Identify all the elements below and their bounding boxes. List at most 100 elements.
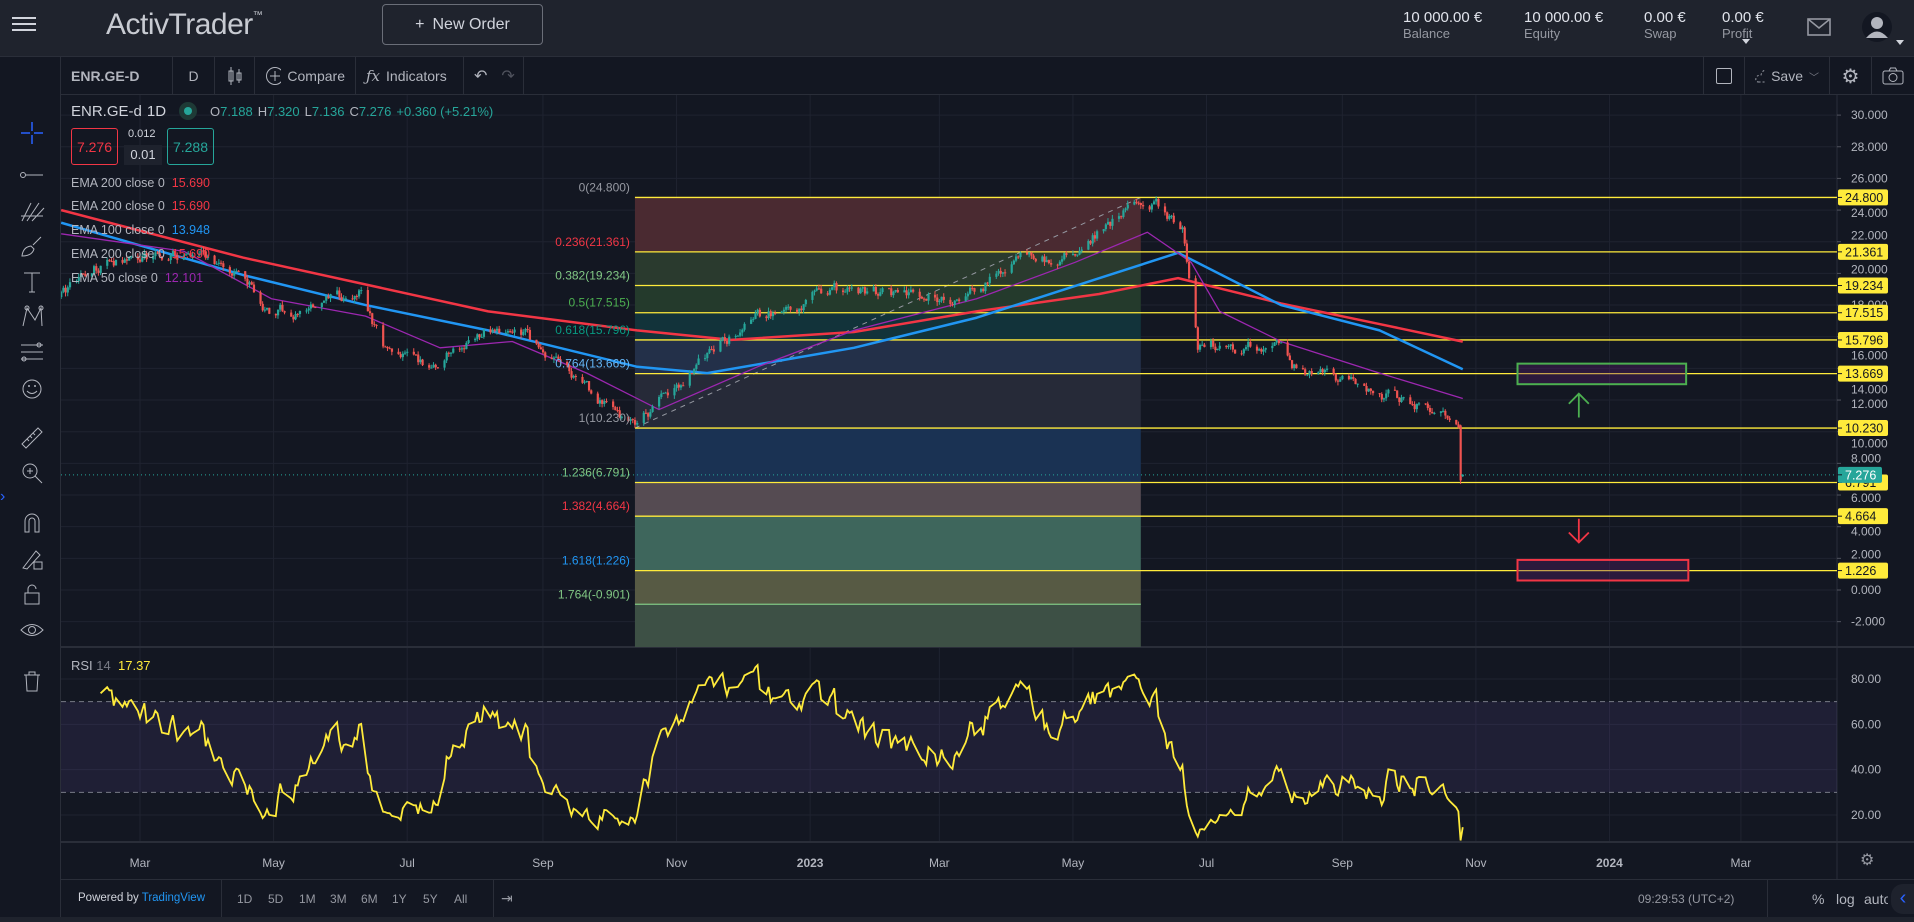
ruler-tool[interactable]	[19, 425, 45, 451]
fib-level-label: 1(10.230)	[579, 411, 630, 425]
candle-body	[890, 288, 893, 296]
avatar-dropdown-icon[interactable]	[1896, 40, 1904, 45]
price-axis-label: 20.000	[1851, 262, 1888, 276]
brush-tool[interactable]	[19, 233, 45, 259]
pitchfork-tool[interactable]	[19, 198, 45, 224]
candle-body	[1056, 264, 1059, 266]
candle-body	[1457, 424, 1460, 428]
range-button-all[interactable]: All	[454, 892, 468, 906]
range-button-1m[interactable]: 1M	[299, 892, 316, 906]
clock-time[interactable]: 09:29:53 (UTC+2)	[1638, 892, 1735, 906]
text-tool[interactable]	[19, 269, 45, 295]
range-button-1y[interactable]: 1Y	[392, 892, 407, 906]
candle-body	[841, 290, 845, 293]
profit-dropdown-icon[interactable]	[1742, 39, 1750, 44]
percent-toggle[interactable]: %	[1812, 891, 1825, 907]
candle-body	[844, 291, 847, 293]
fib-zone	[634, 604, 1141, 647]
candle-body	[752, 318, 755, 320]
candle-body	[1317, 372, 1320, 374]
range-button-1d[interactable]: 1D	[237, 892, 253, 906]
candle-body	[447, 352, 450, 354]
auto-toggle[interactable]: auto	[1864, 891, 1888, 907]
trash-tool[interactable]	[19, 668, 45, 694]
ema-legend-row[interactable]: EMA 200 close 0 15.690	[71, 176, 210, 190]
fib-zone	[634, 516, 1141, 571]
symbol-search-button[interactable]: ENR.GE-D	[61, 57, 173, 95]
indicators-button[interactable]: ƒx Indicators	[356, 57, 464, 95]
candle-body	[813, 290, 816, 293]
candle-body	[460, 348, 464, 350]
rsi-axis-label: 40.00	[1851, 763, 1881, 777]
time-axis-settings-icon[interactable]: ⚙	[1860, 852, 1875, 869]
lock-drawing-tool[interactable]	[19, 546, 45, 572]
ema-legend-row[interactable]: EMA 200 close 0 15.690	[71, 199, 210, 213]
candle-body	[1015, 256, 1018, 261]
ema-legend-row[interactable]: EMA 200 close 0 15.690	[71, 247, 210, 261]
range-button-3m[interactable]: 3M	[330, 892, 347, 906]
date-range-icon[interactable]: ⇥	[501, 890, 513, 906]
lock-tool[interactable]	[19, 581, 45, 607]
candle-body	[574, 375, 578, 377]
candle-body	[1336, 380, 1340, 382]
candle-body	[1356, 383, 1359, 385]
save-button[interactable]: Save ﹀	[1745, 57, 1830, 95]
screenshot-button[interactable]	[1872, 57, 1914, 95]
redo-icon[interactable]: ↷	[501, 68, 515, 85]
candle-body	[920, 296, 924, 299]
avatar[interactable]	[1862, 12, 1892, 42]
undo-icon[interactable]: ↶	[474, 68, 488, 85]
candle-body	[1058, 261, 1061, 266]
range-button-5d[interactable]: 5D	[268, 892, 284, 906]
brush-icon	[21, 236, 42, 257]
interval-button[interactable]: D	[173, 57, 215, 95]
buy-price-button[interactable]: 7.288	[167, 128, 214, 165]
menu-icon[interactable]	[12, 14, 36, 34]
candle-body	[1142, 205, 1145, 207]
candle-body	[1258, 349, 1261, 351]
eye-tool[interactable]	[19, 617, 45, 643]
chart-type-button[interactable]	[215, 57, 255, 95]
candle-body	[112, 260, 115, 266]
collapse-panel-button[interactable]: ‹	[1891, 884, 1914, 914]
candle-body	[358, 290, 361, 297]
compare-button[interactable]: Compare	[255, 57, 356, 95]
crosshair-tool[interactable]	[19, 120, 45, 146]
candle-body	[309, 304, 313, 309]
magnet-tool[interactable]	[19, 510, 45, 536]
fullscreen-button[interactable]	[1703, 57, 1745, 95]
candle-body	[631, 419, 634, 421]
candle-body	[666, 392, 669, 396]
ema-legend-row[interactable]: EMA 100 close 0 13.948	[71, 223, 210, 237]
candle-body	[403, 352, 407, 354]
candle-body	[1168, 215, 1171, 219]
new-order-button[interactable]: + New Order	[382, 4, 543, 45]
legend-symbol: ENR.GE-d	[71, 102, 142, 120]
range-button-6m[interactable]: 6M	[361, 892, 378, 906]
mail-icon[interactable]	[1807, 18, 1831, 36]
candle-body	[366, 290, 369, 312]
powered-by[interactable]: Powered by TradingView	[78, 892, 206, 904]
zoom-in-tool[interactable]	[19, 460, 45, 486]
fib-price-badge	[1838, 243, 1888, 260]
emoji-tool[interactable]	[19, 376, 45, 402]
legend-low: L7.136	[304, 103, 345, 119]
ema-legend-row[interactable]: EMA 50 close 0 12.101	[71, 271, 204, 285]
candle-body	[909, 289, 913, 293]
sell-price-button[interactable]: 7.276	[71, 128, 118, 165]
settings-button[interactable]: ⚙	[1830, 57, 1872, 95]
expand-panel-icon[interactable]: ›	[0, 488, 6, 505]
lock-icon	[24, 584, 40, 605]
profit-stat[interactable]: 0.00 € Profit	[1722, 9, 1764, 42]
trend-line-tool[interactable]	[19, 162, 45, 188]
pattern-tool[interactable]	[19, 304, 45, 330]
log-toggle[interactable]: log	[1836, 891, 1855, 907]
candle-body	[1417, 403, 1421, 405]
candle-body	[261, 303, 264, 311]
fib-level-label: 0.382(19.234)	[555, 269, 630, 283]
candle-body	[498, 328, 501, 334]
candle-body	[796, 309, 799, 312]
prediction-tool[interactable]	[19, 339, 45, 365]
range-button-5y[interactable]: 5Y	[423, 892, 438, 906]
